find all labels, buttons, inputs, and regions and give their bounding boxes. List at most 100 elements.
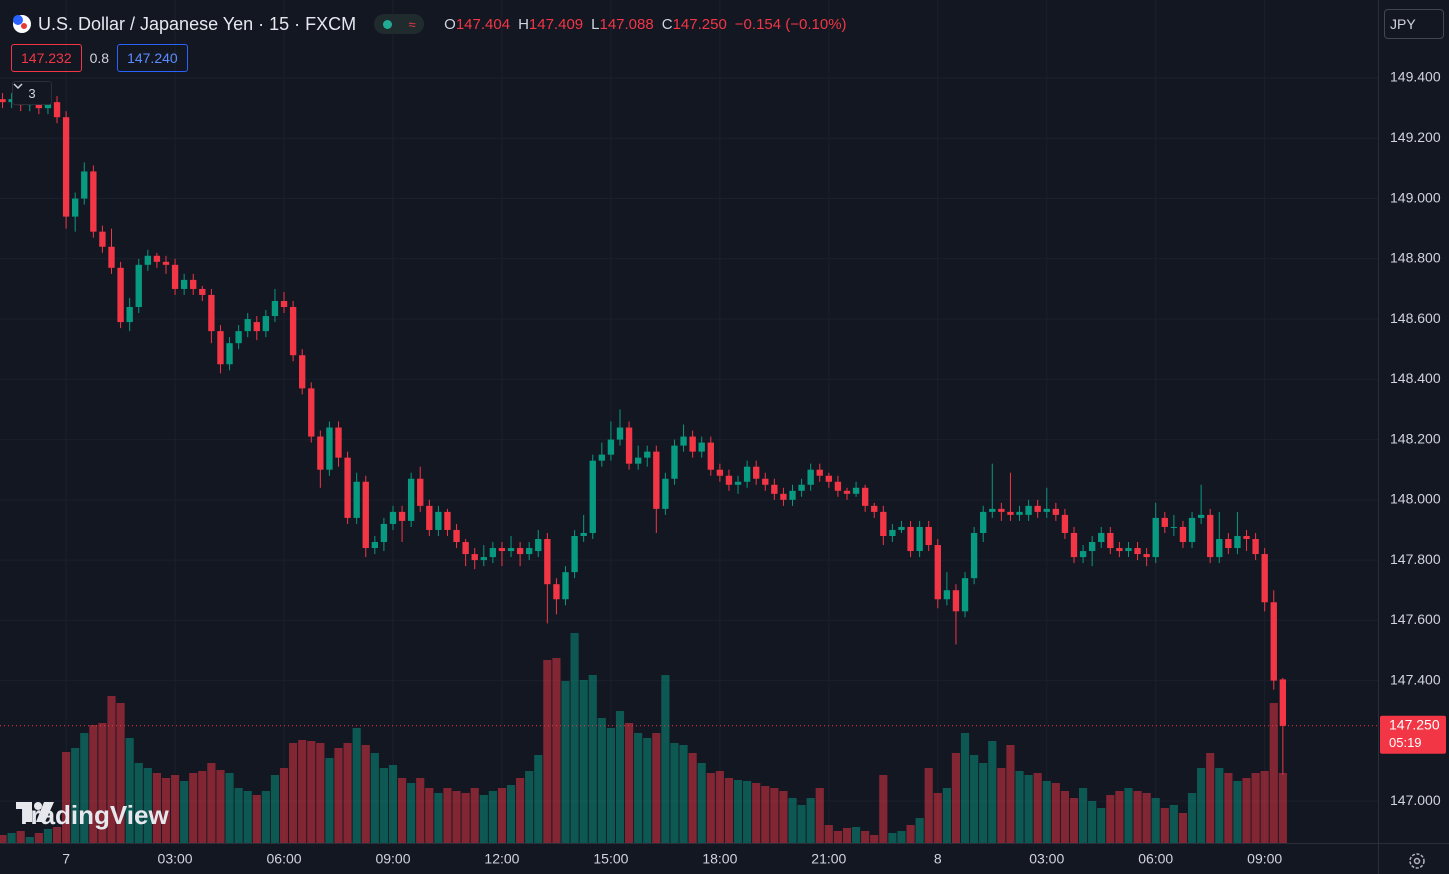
- volume-bar: [34, 833, 43, 843]
- volume-bar: [697, 763, 706, 843]
- volume-bar: [497, 788, 507, 843]
- gear-outline: [1409, 853, 1425, 869]
- candle-body: [753, 466, 760, 479]
- volume-bar: [62, 752, 71, 843]
- volume-bar: [71, 748, 80, 843]
- x-tick-label: 06:00: [1138, 851, 1173, 867]
- volume-bar: [270, 775, 280, 843]
- candle-body: [1143, 554, 1150, 558]
- candle-body: [489, 548, 497, 558]
- volume-bar: [80, 733, 89, 843]
- volume-bar: [180, 781, 189, 843]
- volume-bar: [125, 738, 134, 843]
- y-tick-label: 149.200: [1390, 129, 1441, 145]
- indicator-toggle[interactable]: 3: [12, 81, 52, 105]
- volume-bar: [461, 793, 470, 843]
- candle-body: [453, 529, 460, 543]
- candle-body: [299, 355, 306, 389]
- candle-body: [1252, 539, 1259, 555]
- volume-bar: [752, 783, 761, 843]
- candle-body: [99, 231, 106, 247]
- candle-body: [1170, 526, 1178, 528]
- candle-body: [798, 484, 805, 491]
- volume-bar: [833, 831, 843, 843]
- candle-body: [916, 526, 923, 552]
- volume-bar: [670, 743, 679, 843]
- volume-bar: [888, 833, 897, 843]
- volume-bar: [407, 783, 416, 843]
- candle-body: [889, 529, 896, 536]
- candle-body: [1134, 548, 1141, 555]
- volume-bar: [588, 675, 597, 843]
- volume-bar: [279, 768, 289, 843]
- axes: 149.400 149.200 149.000 148.800 148.600 148.4…: [62, 69, 1446, 867]
- volume-bar: [761, 786, 770, 843]
- candle-body: [153, 255, 161, 262]
- x-tick-label: 18:00: [702, 851, 737, 867]
- symbol-title[interactable]: U.S. Dollar / Japanese Yen · 15 · FXCM: [38, 13, 357, 34]
- volume-bar: [1187, 793, 1197, 843]
- candle-body: [126, 307, 133, 323]
- x-tick-label: 8: [934, 851, 942, 867]
- volume-bar: [1033, 773, 1042, 843]
- candle-body: [1225, 539, 1232, 549]
- volume-bar: [988, 741, 997, 843]
- candle-body: [562, 572, 569, 600]
- volume-bar: [370, 753, 379, 843]
- logo-dot: [34, 802, 42, 810]
- candle-body: [762, 478, 769, 485]
- volume-bar: [488, 791, 497, 843]
- candle-body: [280, 300, 288, 308]
- legend-value: 147.404: [455, 15, 511, 33]
- candle-body: [344, 457, 351, 518]
- volume-bar: [942, 788, 951, 843]
- candle-body: [952, 590, 960, 612]
- volume-bar: [1124, 788, 1133, 843]
- volume-bar: [434, 793, 443, 843]
- candle-body: [1098, 532, 1105, 543]
- candle-body: [671, 445, 678, 479]
- volume-bar: [706, 773, 715, 843]
- volume-bar: [152, 773, 161, 843]
- ask-button[interactable]: 147.240: [117, 44, 188, 72]
- legend-key: O: [444, 15, 456, 33]
- volume-bar: [970, 755, 979, 843]
- candle-body: [852, 487, 860, 494]
- volume-bar: [506, 785, 516, 843]
- chevron: [13, 83, 23, 90]
- market-status[interactable]: ≈: [374, 14, 425, 34]
- candle-body: [825, 475, 833, 482]
- volume-bar: [361, 745, 370, 843]
- volume-bar: [89, 725, 98, 843]
- volume-bar: [634, 733, 643, 843]
- volume-bar: [615, 711, 625, 843]
- candle-body: [326, 427, 333, 470]
- volume-bar: [143, 768, 152, 843]
- volume-bar: [25, 837, 34, 843]
- legend-key: L: [591, 15, 600, 33]
- status-dot: [382, 19, 392, 29]
- x-tick-label: 21:00: [811, 851, 846, 867]
- candle-body: [1070, 532, 1078, 558]
- volume-bar: [1242, 778, 1251, 843]
- volume-bar: [452, 791, 461, 843]
- candle-body: [135, 264, 142, 308]
- legend-value: 147.088: [599, 15, 654, 33]
- candle-body: [789, 490, 796, 500]
- volume-bar: [243, 791, 252, 843]
- currency-button[interactable]: JPY: [1384, 9, 1444, 39]
- candle-body: [834, 481, 842, 491]
- volume-bar: [1197, 768, 1206, 843]
- volume-bar: [661, 675, 670, 843]
- volume-bar: [1051, 783, 1060, 843]
- volume-bar: [724, 778, 734, 843]
- candle-body: [616, 427, 624, 440]
- y-tick-label: 148.200: [1390, 430, 1441, 446]
- volume-bar: [334, 748, 343, 843]
- header: U.S. Dollar / Japanese Yen · 15 · FXCM ≈…: [12, 12, 847, 36]
- volume-bar: [298, 740, 307, 843]
- volume-bar: [534, 755, 543, 843]
- candle-body: [1025, 505, 1032, 515]
- settings-icon[interactable]: [1409, 853, 1425, 869]
- bid-button[interactable]: 147.232: [11, 44, 82, 72]
